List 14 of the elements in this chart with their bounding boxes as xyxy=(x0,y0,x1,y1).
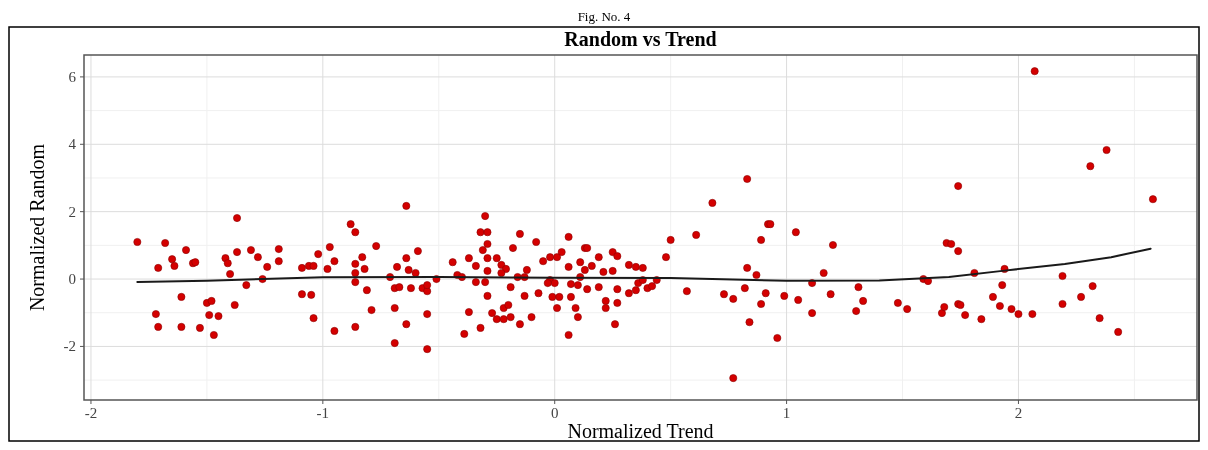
x-tick-label: 0 xyxy=(550,405,559,421)
x-tick-label: 1 xyxy=(782,405,791,421)
y-tick-label: -2 xyxy=(63,338,76,355)
x-tick-label: -2 xyxy=(84,405,98,421)
y-tick-label: 2 xyxy=(68,203,76,220)
y-tick-label: 4 xyxy=(68,136,77,153)
x-axis-title: Normalized Trend xyxy=(567,420,714,442)
chart-title: Random vs Trend xyxy=(564,28,717,50)
y-axis-title: Normalized Random xyxy=(26,143,48,312)
x-tick-label: -1 xyxy=(316,405,330,421)
y-tick-label: 6 xyxy=(68,68,77,85)
text: Fig. No. 4 xyxy=(577,9,631,24)
x-tick-label: 2 xyxy=(1014,405,1023,421)
y-tick-label: 0 xyxy=(68,271,76,288)
